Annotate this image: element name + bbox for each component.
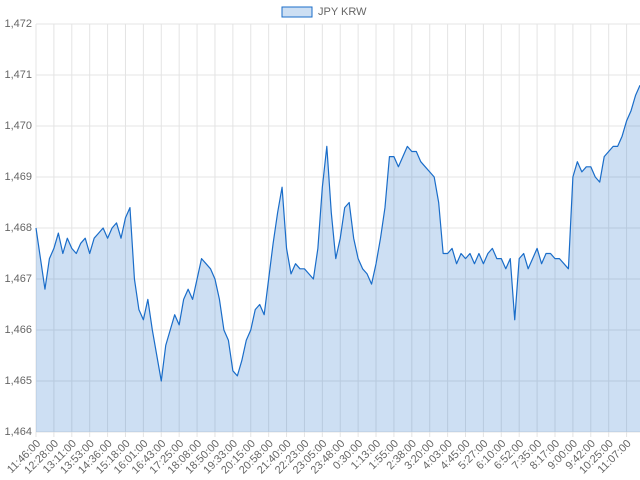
y-tick-label: 1,465 <box>4 375 32 387</box>
area-fill <box>36 85 640 432</box>
y-tick-label: 1,466 <box>4 324 32 336</box>
y-tick-label: 1,468 <box>4 222 32 234</box>
y-tick-label: 1,469 <box>4 171 32 183</box>
y-tick-label: 1,472 <box>4 18 32 30</box>
legend-swatch <box>281 6 313 18</box>
y-tick-label: 1,470 <box>4 120 32 132</box>
legend-label: JPY KRW <box>318 6 367 18</box>
y-tick-label: 1,464 <box>4 426 32 438</box>
y-tick-label: 1,471 <box>4 69 32 81</box>
line <box>35 84 640 382</box>
y-tick-label: 1,467 <box>4 273 32 285</box>
